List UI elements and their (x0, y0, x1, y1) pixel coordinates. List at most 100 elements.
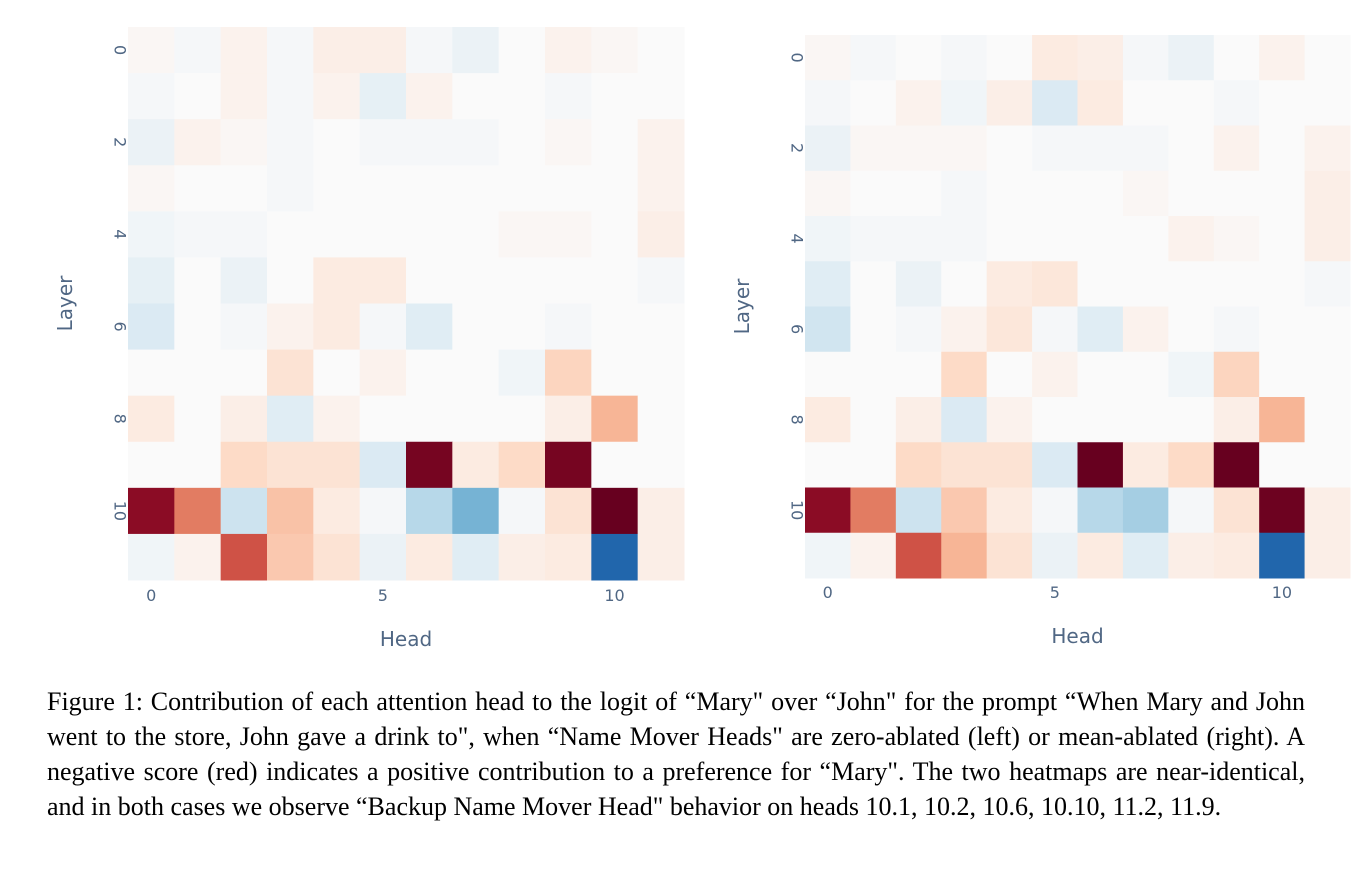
heatmap-cell-9-10 (591, 441, 639, 489)
heatmap-cell-0-4 (986, 35, 1033, 81)
y-tick-label: 2 (111, 137, 130, 147)
heatmap-cell-3-8 (1168, 170, 1215, 217)
heatmap-cell-2-5 (1032, 125, 1078, 172)
heatmap-cell-6-3 (267, 303, 314, 351)
heatmap-cell-5-2 (220, 257, 268, 304)
y-tick-label: 8 (788, 415, 807, 425)
heatmap-cell-11-0 (128, 533, 175, 581)
heatmap-cell-7-11 (1304, 351, 1351, 398)
heatmap-cell-9-11 (637, 441, 685, 489)
heatmap-cell-11-6 (1077, 532, 1124, 579)
heatmap-cell-4-4 (986, 216, 1033, 262)
heatmap-cell-10-7 (452, 487, 500, 535)
x-axis-title: Head (1051, 624, 1103, 648)
heatmap-cell-8-0 (805, 397, 851, 443)
heatmap-cell-10-11 (637, 487, 685, 535)
heatmap-cell-7-0 (805, 351, 851, 398)
heatmap-cell-4-1 (850, 216, 897, 262)
x-tick-label: 5 (378, 586, 388, 605)
heatmap-cell-6-10 (1259, 306, 1306, 353)
heatmap-cell-4-7 (452, 211, 500, 258)
heatmap-cell-1-8 (498, 73, 546, 120)
heatmap-cell-11-4 (986, 532, 1033, 579)
heatmap-cell-11-7 (1122, 532, 1169, 579)
heatmap-cell-3-0 (805, 170, 851, 217)
heatmap-cell-6-1 (850, 306, 897, 353)
heatmap-cell-5-1 (850, 261, 897, 307)
heatmap-cell-11-5 (359, 533, 407, 581)
heatmap-cell-6-5 (1032, 306, 1078, 353)
heatmap-cell-11-1 (850, 532, 897, 579)
heatmap-cell-2-7 (452, 119, 500, 166)
heatmap-cell-1-0 (128, 73, 175, 120)
heatmap-cell-0-0 (805, 35, 851, 81)
heatmap-cell-9-5 (1032, 442, 1078, 488)
heatmap-cell-8-6 (1077, 397, 1124, 443)
heatmap-cell-8-11 (637, 395, 685, 443)
heatmap-cell-2-7 (1122, 125, 1169, 172)
heatmap-cell-10-0 (805, 487, 851, 534)
heatmap-cell-10-7 (1122, 487, 1169, 534)
heatmap-cell-6-9 (1213, 306, 1260, 353)
heatmap-cell-10-4 (986, 487, 1033, 534)
heatmap-cell-10-2 (895, 487, 942, 534)
heatmap-cell-6-1 (174, 303, 222, 351)
heatmap-cell-0-3 (941, 35, 988, 81)
heatmap-cell-3-0 (128, 165, 175, 212)
heatmap-cell-3-2 (220, 165, 268, 212)
heatmap-cell-11-4 (313, 533, 361, 581)
heatmap-cell-8-0 (128, 395, 175, 443)
heatmap-cell-3-6 (1077, 170, 1124, 217)
heatmap-cell-2-0 (128, 119, 175, 166)
heatmap-cell-4-3 (267, 211, 314, 258)
y-tick-label: 10 (111, 501, 130, 521)
heatmap-cell-2-3 (941, 125, 988, 172)
heatmap-cell-10-9 (1213, 487, 1260, 534)
heatmap-cell-11-3 (267, 533, 314, 581)
heatmap-cell-11-7 (452, 533, 500, 581)
y-axis-title: Layer (730, 278, 754, 335)
heatmap-right-mean-ablated: 0 2 4 6 8 10 0 5 10 Head Layer (730, 35, 1351, 648)
heatmap-cell-0-6 (406, 27, 453, 74)
heatmap-cell-3-9 (545, 165, 592, 212)
heatmap-cell-3-4 (986, 170, 1033, 217)
heatmap-cell-2-8 (1168, 125, 1215, 172)
heatmap-cell-7-5 (1032, 351, 1078, 398)
heatmap-cell-3-2 (895, 170, 942, 217)
heatmap-cell-8-2 (220, 395, 268, 443)
heatmap-cell-8-4 (313, 395, 361, 443)
heatmap-cell-11-8 (498, 533, 546, 581)
heatmap-cell-9-6 (406, 441, 453, 489)
heatmap-cell-7-6 (1077, 351, 1124, 398)
heatmap-cell-9-4 (313, 441, 361, 489)
heatmap-cell-11-11 (637, 533, 685, 581)
heatmap-cell-2-11 (637, 119, 685, 166)
heatmap-cell-2-6 (1077, 125, 1124, 172)
heatmap-cell-4-7 (1122, 216, 1169, 262)
heatmap-cell-10-10 (591, 487, 639, 535)
heatmap-cell-3-7 (452, 165, 500, 212)
heatmap-cell-4-5 (1032, 216, 1078, 262)
heatmap-cell-4-0 (805, 216, 851, 262)
heatmap-cell-10-10 (1259, 487, 1306, 534)
heatmap-cell-0-4 (313, 27, 361, 74)
heatmap-cell-2-11 (1304, 125, 1351, 172)
heatmap-cell-1-5 (359, 73, 407, 120)
y-tick-label: 10 (788, 500, 807, 520)
heatmap-cell-5-7 (452, 257, 500, 304)
heatmap-cell-8-6 (406, 395, 453, 443)
heatmap-cell-2-2 (220, 119, 268, 166)
heatmap-cell-8-1 (850, 397, 897, 443)
x-tick-label: 5 (1050, 583, 1060, 602)
heatmap-cell-5-11 (637, 257, 685, 304)
heatmap-cell-4-9 (1213, 216, 1260, 262)
heatmap-cell-10-1 (850, 487, 897, 534)
y-tick-label: 4 (788, 234, 807, 244)
heatmap-cell-3-5 (359, 165, 407, 212)
heatmap-cell-5-11 (1304, 261, 1351, 307)
heatmap-cell-2-6 (406, 119, 453, 166)
heatmap-cell-4-8 (1168, 216, 1215, 262)
heatmap-cell-2-9 (1213, 125, 1260, 172)
heatmap-cell-6-2 (895, 306, 942, 353)
